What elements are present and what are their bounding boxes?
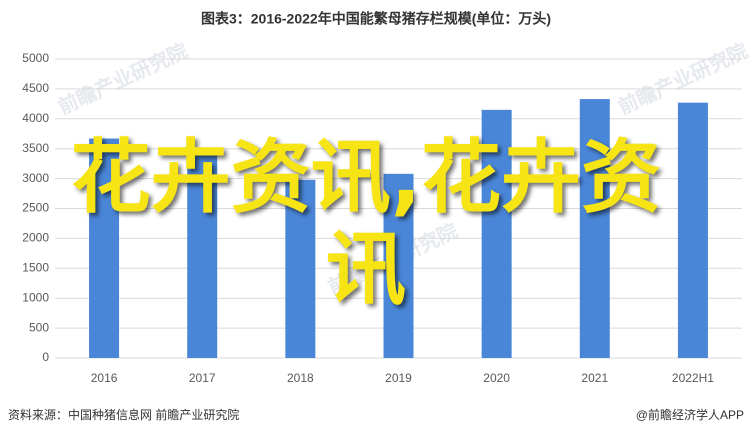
y-tick-label: 2000 xyxy=(22,231,49,245)
x-tick-label: 2022H1 xyxy=(672,371,714,385)
y-tick-label: 1500 xyxy=(22,260,49,274)
bar xyxy=(89,138,120,358)
x-tick-label: 2020 xyxy=(483,371,510,385)
y-tick-label: 0 xyxy=(42,350,49,364)
credit: @前瞻经济学人APP xyxy=(636,407,744,422)
x-tick-label: 2018 xyxy=(287,371,314,385)
chart-title: 图表3：2016-2022年中国能繁母猪存栏规模(单位：万头) xyxy=(201,11,551,27)
bar xyxy=(383,173,414,358)
bar xyxy=(677,102,708,359)
bar xyxy=(579,99,610,358)
y-tick-label: 4000 xyxy=(22,111,49,125)
x-tick-label: 2019 xyxy=(385,371,412,385)
bar xyxy=(285,179,316,358)
y-tick-label: 2500 xyxy=(22,201,49,215)
source-note: 资料来源：中国种猪信息网 前瞻产业研究院 xyxy=(8,407,239,422)
bar xyxy=(481,109,512,358)
watermark: 前瞻产业研究院 xyxy=(54,38,191,119)
y-tick-label: 4500 xyxy=(22,81,49,95)
y-tick-label: 5000 xyxy=(22,51,49,65)
x-tick-label: 2017 xyxy=(189,371,216,385)
bar xyxy=(187,154,218,358)
x-tick-label: 2016 xyxy=(91,371,118,385)
y-tick-label: 1000 xyxy=(22,290,49,304)
y-tick-label: 500 xyxy=(29,320,49,334)
y-tick-label: 3000 xyxy=(22,171,49,185)
overlay-text: 花卉资讯,花卉资讯 xyxy=(70,131,662,316)
x-tick-label: 2021 xyxy=(581,371,608,385)
y-tick-label: 3500 xyxy=(22,141,49,155)
